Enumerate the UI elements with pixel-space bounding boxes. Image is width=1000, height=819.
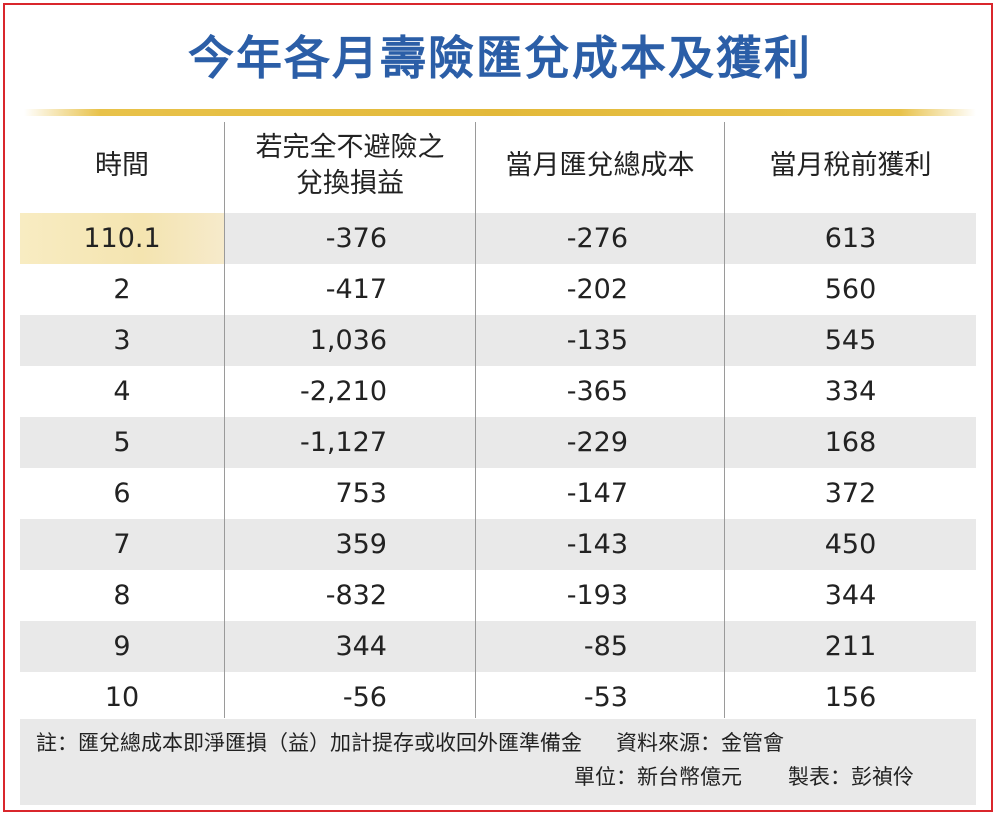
cell-time: 110.1 <box>83 223 161 254</box>
footer-unit-line: 單位：新台幣億元 製表：彭禎伶 <box>574 762 914 792</box>
cell-pretax-profit: 613 <box>824 223 877 254</box>
table-row: 7 359 -143 450 <box>20 519 976 570</box>
cell-total-fx-cost: -193 <box>566 580 628 611</box>
header-pretax-profit: 當月稅前獲利 <box>725 120 976 212</box>
cell-total-fx-cost: -143 <box>566 529 628 560</box>
table-row: 3 1,036 -135 545 <box>20 315 976 366</box>
header-total-fx-cost: 當月匯兌總成本 <box>476 120 724 212</box>
cell-time: 6 <box>113 478 131 509</box>
cell-unhedged-fx: 753 <box>335 478 387 509</box>
cell-time: 8 <box>113 580 131 611</box>
table-row: 6 753 -147 372 <box>20 468 976 519</box>
cell-time: 7 <box>113 529 131 560</box>
cell-total-fx-cost: -53 <box>583 682 628 713</box>
table-source: 資料來源：金管會 <box>616 731 784 755</box>
cell-total-fx-cost: -147 <box>566 478 628 509</box>
cell-unhedged-fx: -2,210 <box>299 376 387 407</box>
table-unit: 單位：新台幣億元 <box>574 765 742 789</box>
cell-unhedged-fx: 1,036 <box>309 325 387 356</box>
table-note: 註：匯兌總成本即淨匯損（益）加計提存或收回外匯準備金 <box>36 731 582 755</box>
cell-pretax-profit: 372 <box>824 478 877 509</box>
cell-unhedged-fx: -376 <box>325 223 387 254</box>
table-row: 110.1 -376 -276 613 <box>20 213 976 264</box>
cell-unhedged-fx: 344 <box>335 631 387 662</box>
chart-frame <box>3 3 993 812</box>
cell-time: 10 <box>104 682 140 713</box>
title-underline <box>24 109 976 116</box>
header-time: 時間 <box>20 120 224 212</box>
cell-total-fx-cost: -85 <box>583 631 628 662</box>
header-total-fx-cost-line-1: 當月匯兌總成本 <box>505 150 695 181</box>
header-time-line-1: 時間 <box>95 150 149 181</box>
footer-panel <box>20 719 976 805</box>
cell-time: 4 <box>113 376 131 407</box>
header-pretax-profit-line-1: 當月稅前獲利 <box>769 150 932 181</box>
cell-pretax-profit: 450 <box>824 529 877 560</box>
chart-title: 今年各月壽險匯兌成本及獲利 <box>188 31 812 85</box>
header-unhedged-fx: 若完全不避險之 兌換損益 <box>225 120 475 212</box>
cell-pretax-profit: 156 <box>824 682 877 713</box>
column-divider-3 <box>724 122 725 718</box>
cell-time: 2 <box>113 274 131 305</box>
cell-total-fx-cost: -276 <box>566 223 628 254</box>
cell-time: 3 <box>113 325 131 356</box>
cell-pretax-profit: 168 <box>824 427 877 458</box>
cell-pretax-profit: 560 <box>824 274 877 305</box>
cell-pretax-profit: 344 <box>824 580 877 611</box>
cell-unhedged-fx: -1,127 <box>299 427 387 458</box>
table-row: 4 -2,210 -365 334 <box>20 366 976 417</box>
cell-pretax-profit: 545 <box>824 325 877 356</box>
cell-total-fx-cost: -229 <box>566 427 628 458</box>
cell-total-fx-cost: -135 <box>566 325 628 356</box>
table-row: 5 -1,127 -229 168 <box>20 417 976 468</box>
table-row: 9 344 -85 211 <box>20 621 976 672</box>
header-unhedged-fx-line-2: 兌換損益 <box>296 168 404 199</box>
table-author: 製表：彭禎伶 <box>788 765 914 789</box>
cell-unhedged-fx: -417 <box>325 274 387 305</box>
table-row: 8 -832 -193 344 <box>20 570 976 621</box>
cell-pretax-profit: 334 <box>824 376 877 407</box>
column-divider-2 <box>475 122 476 718</box>
table-row: 10 -56 -53 156 <box>20 672 976 723</box>
cell-pretax-profit: 211 <box>824 631 877 662</box>
cell-total-fx-cost: -365 <box>566 376 628 407</box>
footer-note-line: 註：匯兌總成本即淨匯損（益）加計提存或收回外匯準備金 資料來源：金管會 <box>36 728 784 758</box>
column-divider-1 <box>224 122 225 718</box>
cell-unhedged-fx: -56 <box>342 682 387 713</box>
cell-time: 9 <box>113 631 131 662</box>
cell-unhedged-fx: 359 <box>335 529 387 560</box>
cell-unhedged-fx: -832 <box>325 580 387 611</box>
first-row-highlight <box>20 213 224 264</box>
cell-time: 5 <box>113 427 131 458</box>
table-row: 2 -417 -202 560 <box>20 264 976 315</box>
cell-total-fx-cost: -202 <box>566 274 628 305</box>
header-unhedged-fx-line-1: 若完全不避險之 <box>255 132 445 163</box>
